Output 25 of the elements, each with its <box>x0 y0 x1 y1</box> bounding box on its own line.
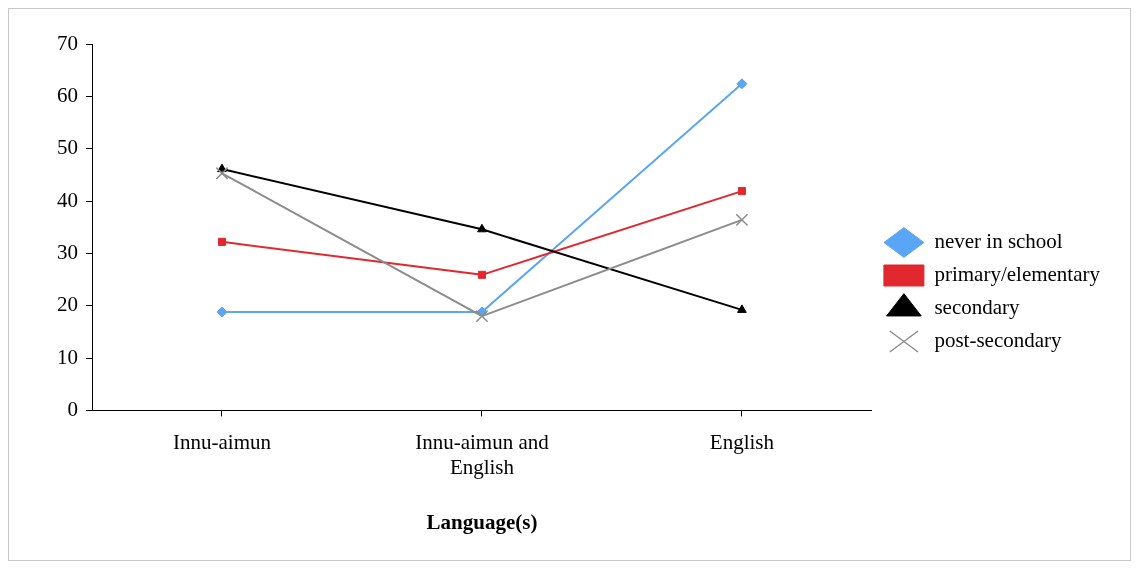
x-tick-label: Innu-aimun <box>172 429 272 454</box>
legend-label: primary/elementary <box>934 262 1101 287</box>
point <box>477 270 486 279</box>
x-axis-title: Language(s) <box>426 509 538 534</box>
legend-label: secondary <box>934 295 1021 320</box>
point <box>737 187 746 196</box>
y-tick-label: 20 <box>57 292 78 317</box>
legend-label: post-secondary <box>934 328 1063 353</box>
x-tick-label: English <box>709 429 775 454</box>
point <box>735 213 749 227</box>
point <box>475 309 489 323</box>
point <box>215 166 229 180</box>
legend-label: never in school <box>934 229 1063 254</box>
y-tick-label: 50 <box>57 135 78 160</box>
y-tick-label: 0 <box>67 396 78 421</box>
y-tick-label: 30 <box>57 239 78 264</box>
x-tick-label: Innu-aimun and English <box>415 429 550 479</box>
point <box>477 223 487 233</box>
point <box>217 237 227 246</box>
point <box>736 78 748 90</box>
y-tick-label: 60 <box>57 82 78 107</box>
y-tick-label: 40 <box>57 187 78 212</box>
point <box>737 304 747 313</box>
y-tick-label: 70 <box>57 30 78 55</box>
y-tick-label: 10 <box>57 344 78 369</box>
